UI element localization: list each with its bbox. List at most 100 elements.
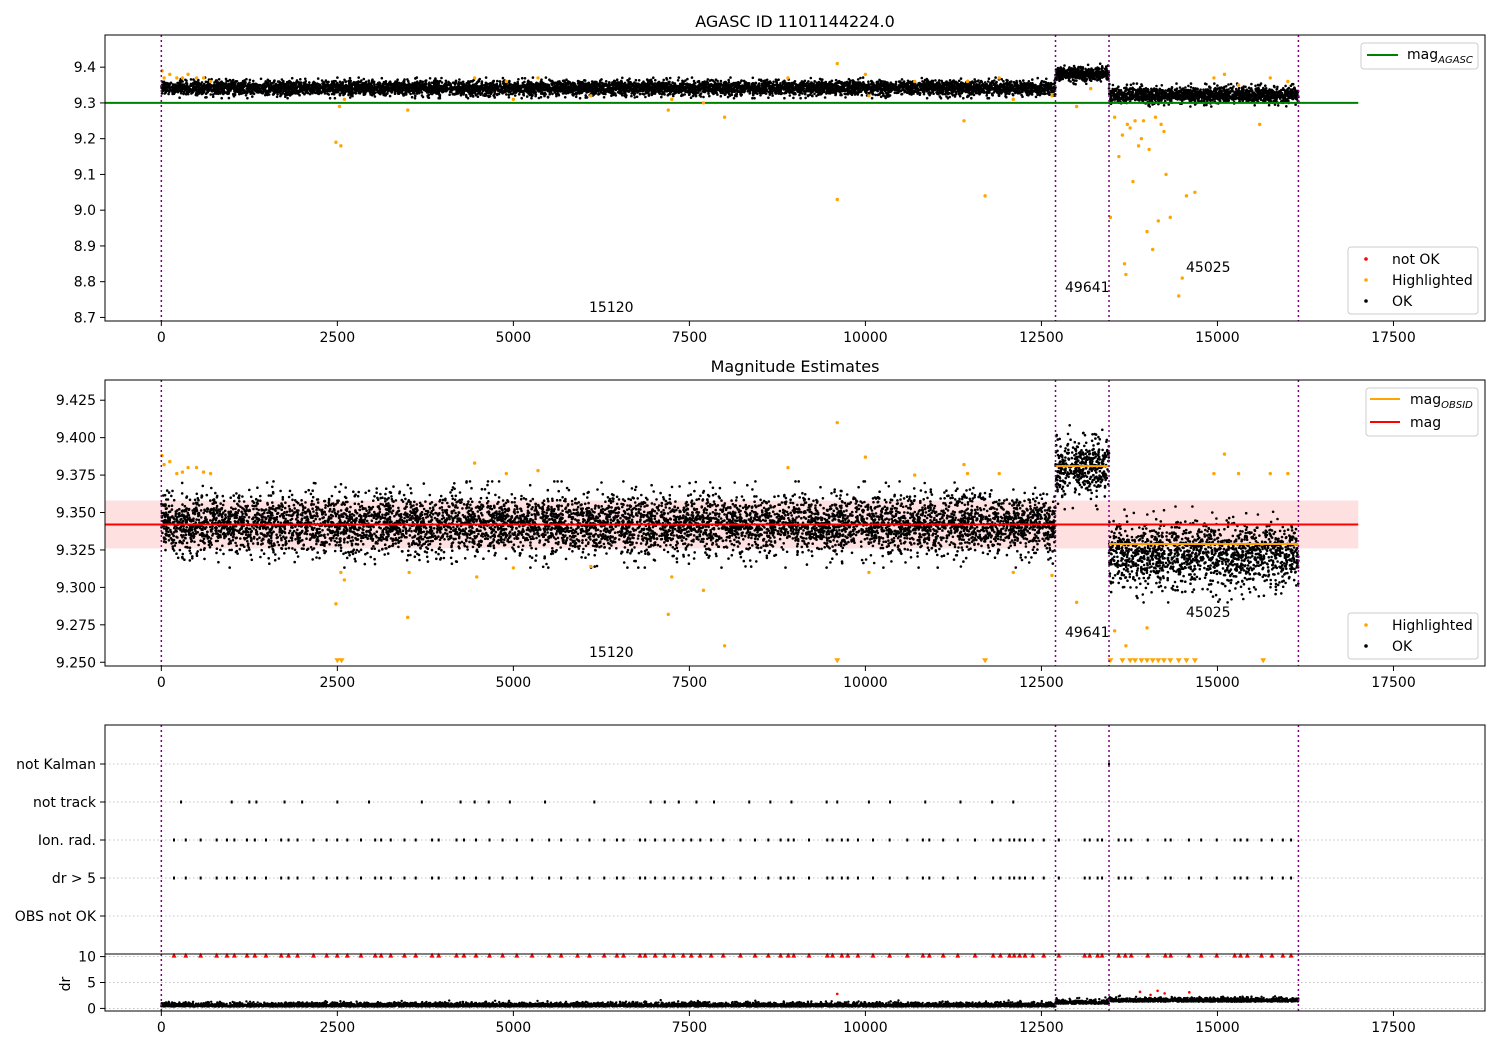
ok-point <box>286 96 289 100</box>
ok-point <box>654 84 658 88</box>
ok-point <box>505 93 508 96</box>
ok-point <box>248 81 251 84</box>
ok-point <box>987 77 991 80</box>
ok-point <box>978 81 981 85</box>
ok-point <box>860 93 864 97</box>
ok-point <box>1012 80 1016 84</box>
ok-point <box>333 96 337 100</box>
ok-point <box>879 95 883 99</box>
ok-point <box>275 95 279 99</box>
ok-point <box>698 93 702 97</box>
ok-point <box>934 79 937 82</box>
ok-point <box>677 76 681 79</box>
ok-point <box>702 95 705 99</box>
ok-point <box>621 76 624 80</box>
ok-point <box>947 81 950 85</box>
ok-point <box>844 96 847 99</box>
ok-point <box>574 95 578 99</box>
ok-point <box>976 86 980 89</box>
ok-point <box>691 94 695 98</box>
ok-point <box>525 95 529 98</box>
ok-point <box>252 79 255 83</box>
ok-point <box>484 76 488 79</box>
ok-point <box>459 93 463 97</box>
ok-point <box>680 94 683 98</box>
ok-point <box>202 83 205 87</box>
ok-point <box>633 96 637 99</box>
ok-point <box>163 92 166 95</box>
ok-point <box>485 92 488 95</box>
ok-point <box>799 96 802 100</box>
ok-point <box>1042 80 1046 83</box>
ok-point <box>986 80 990 83</box>
ok-point <box>753 96 756 100</box>
ok-point <box>538 90 542 93</box>
ok-point <box>583 79 586 82</box>
ok-point <box>248 78 252 82</box>
ok-point <box>727 81 731 84</box>
ok-point <box>983 81 987 84</box>
ok-point <box>765 78 769 82</box>
ok-point <box>1045 77 1048 81</box>
ok-point <box>516 83 519 86</box>
ok-point <box>428 77 432 80</box>
ok-point <box>1044 92 1047 95</box>
ok-point <box>635 95 639 99</box>
ok-point <box>557 92 560 96</box>
ok-point <box>715 82 718 86</box>
ok-point <box>531 76 535 79</box>
ok-point <box>708 94 711 98</box>
ok-point <box>690 76 694 79</box>
ok-point <box>771 94 774 97</box>
ok-point <box>719 94 723 98</box>
ok-point <box>861 76 865 79</box>
ok-point <box>804 89 807 93</box>
ok-point <box>668 76 672 80</box>
ok-point <box>991 94 994 97</box>
ok-point <box>1031 78 1034 81</box>
ok-point <box>259 77 263 81</box>
ok-point <box>856 78 860 81</box>
ok-point <box>870 90 873 93</box>
ok-point <box>426 94 429 98</box>
ok-point <box>806 94 810 97</box>
ok-point <box>489 82 493 85</box>
ok-point <box>167 92 170 96</box>
ok-point <box>922 92 926 96</box>
ok-point <box>661 91 665 95</box>
ok-point <box>347 93 350 97</box>
ok-point <box>380 76 384 80</box>
ok-point <box>654 78 657 82</box>
ok-point <box>858 87 862 90</box>
ok-point <box>327 93 331 96</box>
ok-point <box>403 78 406 81</box>
ok-point <box>507 93 511 96</box>
ok-point <box>627 79 630 82</box>
ok-point <box>563 96 567 99</box>
ok-point <box>216 81 220 84</box>
ok-point <box>591 80 594 83</box>
ok-point <box>373 83 376 86</box>
ok-point <box>308 81 311 84</box>
ok-point <box>642 80 645 83</box>
ok-point <box>781 80 785 84</box>
ok-point <box>615 78 619 81</box>
ok-point <box>475 93 478 96</box>
ok-point <box>367 79 371 82</box>
ok-point <box>882 92 885 96</box>
ok-point <box>423 82 426 86</box>
ok-point <box>751 76 755 80</box>
ok-point <box>719 79 723 83</box>
ok-point <box>948 79 952 82</box>
ok-point <box>957 93 961 96</box>
ok-point <box>847 77 851 81</box>
ok-point <box>424 79 428 82</box>
ok-point <box>959 77 963 80</box>
ok-point <box>185 79 188 82</box>
ok-point <box>1027 80 1031 83</box>
ok-point <box>962 96 965 100</box>
ok-point <box>393 92 397 95</box>
ok-point <box>798 93 801 97</box>
ok-point <box>267 80 270 84</box>
